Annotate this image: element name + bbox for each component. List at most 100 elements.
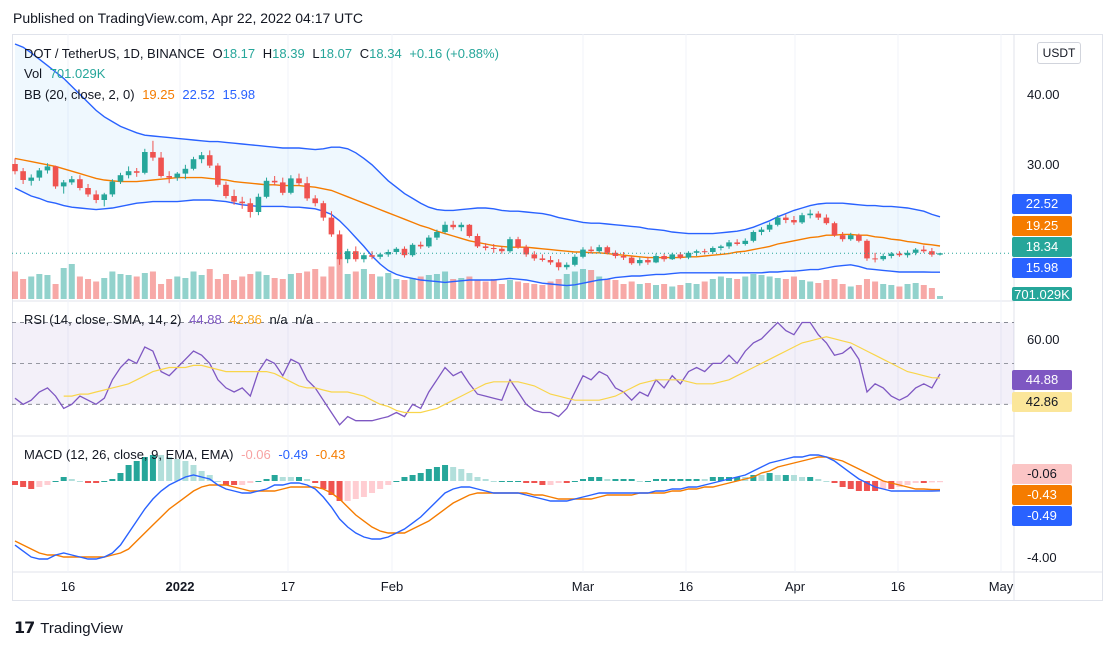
candle-body bbox=[77, 179, 83, 188]
candle-body bbox=[872, 258, 878, 260]
volume-bar bbox=[12, 271, 18, 299]
candle-body bbox=[320, 203, 327, 218]
candle-body bbox=[458, 224, 465, 228]
macd-histogram-bar bbox=[101, 481, 108, 482]
footer-brand[interactable]: 𝟭𝟳 TradingView bbox=[14, 618, 123, 638]
rsi-label: RSI (14, close, SMA, 14, 2) bbox=[24, 312, 182, 327]
candle-body bbox=[133, 171, 140, 173]
macd-histogram-bar bbox=[588, 477, 595, 481]
macd-histogram-bar bbox=[669, 479, 676, 481]
rsi-na-2: n/a bbox=[295, 312, 314, 327]
macd-histogram-bar bbox=[304, 479, 311, 481]
macd-histogram-bar bbox=[685, 479, 692, 481]
macd-histogram-bar bbox=[863, 481, 870, 491]
volume-bar bbox=[636, 284, 643, 299]
candle-body bbox=[434, 232, 440, 238]
macd-histogram-bar bbox=[880, 481, 887, 489]
chart-frame[interactable] bbox=[12, 34, 1103, 601]
macd-histogram-bar bbox=[498, 481, 505, 482]
macd-histogram-bar bbox=[36, 481, 43, 487]
candle-body bbox=[815, 213, 822, 218]
candle-body bbox=[393, 248, 400, 252]
candle-body bbox=[101, 194, 108, 200]
candle-body bbox=[628, 257, 635, 264]
volume-bar bbox=[320, 276, 327, 299]
macd-histogram-bar bbox=[490, 481, 497, 482]
candle-body bbox=[766, 224, 773, 230]
macd-histogram-bar bbox=[141, 457, 148, 481]
candle-body bbox=[158, 157, 164, 176]
macd-histogram-bar bbox=[693, 479, 700, 481]
volume-bar bbox=[60, 268, 67, 299]
macd-histogram-bar bbox=[506, 481, 513, 482]
change-value: +0.16 (+0.88%) bbox=[409, 46, 499, 61]
price-tick-30: 30.00 bbox=[1027, 157, 1060, 172]
high-label: H bbox=[262, 46, 273, 61]
volume-bar bbox=[661, 284, 668, 299]
rsi-badge: 44.88 bbox=[1012, 370, 1072, 390]
candle-body bbox=[864, 240, 870, 259]
macd-histogram-bar bbox=[450, 467, 457, 481]
candle-body bbox=[490, 248, 497, 249]
currency-button[interactable]: USDT bbox=[1037, 42, 1081, 64]
macd-histogram-bar bbox=[247, 481, 254, 483]
candle-body bbox=[669, 254, 676, 260]
volume-bar bbox=[515, 281, 522, 299]
time-axis-label: May bbox=[989, 579, 1014, 594]
candle-body bbox=[742, 240, 749, 244]
candle-body bbox=[653, 256, 659, 263]
rsi-na-1: n/a bbox=[269, 312, 288, 327]
macd-histogram-bar bbox=[28, 481, 35, 489]
macd-signal-badge: -0.43 bbox=[1012, 485, 1072, 505]
candle-body bbox=[125, 171, 132, 176]
candle-body bbox=[596, 247, 603, 252]
volume-bar bbox=[709, 279, 716, 299]
volume-bar bbox=[839, 284, 846, 299]
volume-bar bbox=[198, 275, 205, 299]
volume-bar bbox=[734, 279, 741, 299]
volume-bar bbox=[206, 269, 213, 299]
volume-bar bbox=[847, 286, 854, 299]
time-axis-label: 16 bbox=[61, 579, 75, 594]
macd-histogram-bar bbox=[369, 481, 376, 493]
macd-histogram-bar bbox=[214, 481, 221, 482]
macd-histogram-bar bbox=[839, 481, 846, 487]
volume-bar bbox=[222, 274, 229, 299]
macd-signal-value: -0.43 bbox=[315, 447, 346, 462]
candle-body bbox=[507, 239, 513, 252]
volume-bar bbox=[231, 280, 238, 299]
volume-bar bbox=[604, 279, 611, 299]
bb-legend: BB (20, close, 2, 0) 19.25 22.52 15.98 bbox=[24, 87, 259, 102]
volume-bar bbox=[344, 274, 351, 299]
tradingview-logo-icon: 𝟭𝟳 bbox=[14, 620, 35, 637]
candle-body bbox=[661, 256, 667, 260]
candle-body bbox=[401, 248, 408, 256]
bb-label: BB (20, close, 2, 0) bbox=[24, 87, 135, 102]
volume-bar bbox=[20, 279, 27, 299]
candle-body bbox=[774, 217, 781, 225]
volume-bar bbox=[863, 279, 870, 299]
candle-body bbox=[417, 244, 424, 247]
volume-bar bbox=[425, 275, 432, 299]
price-tick-40: 40.00 bbox=[1027, 87, 1060, 102]
candle-body bbox=[612, 252, 619, 256]
volume-bar bbox=[190, 271, 197, 299]
candle-body bbox=[588, 249, 594, 252]
volume-bar bbox=[758, 275, 765, 299]
candle-body bbox=[60, 182, 67, 187]
volume-bar bbox=[872, 281, 879, 299]
macd-hist-badge: -0.06 bbox=[1012, 464, 1072, 484]
close-value: 18.34 bbox=[369, 46, 402, 61]
volume-bar bbox=[482, 281, 489, 299]
macd-histogram-bar bbox=[515, 481, 522, 482]
macd-histogram-bar bbox=[158, 455, 165, 481]
candle-body bbox=[799, 215, 805, 223]
volume-bar bbox=[579, 269, 586, 299]
bb-upper-value: 22.52 bbox=[182, 87, 215, 102]
volume-bar bbox=[417, 276, 424, 299]
macd-histogram-bar bbox=[206, 475, 213, 481]
volume-bar bbox=[563, 274, 570, 299]
macd-histogram-bar bbox=[596, 477, 603, 481]
macd-histogram-bar bbox=[604, 479, 611, 481]
